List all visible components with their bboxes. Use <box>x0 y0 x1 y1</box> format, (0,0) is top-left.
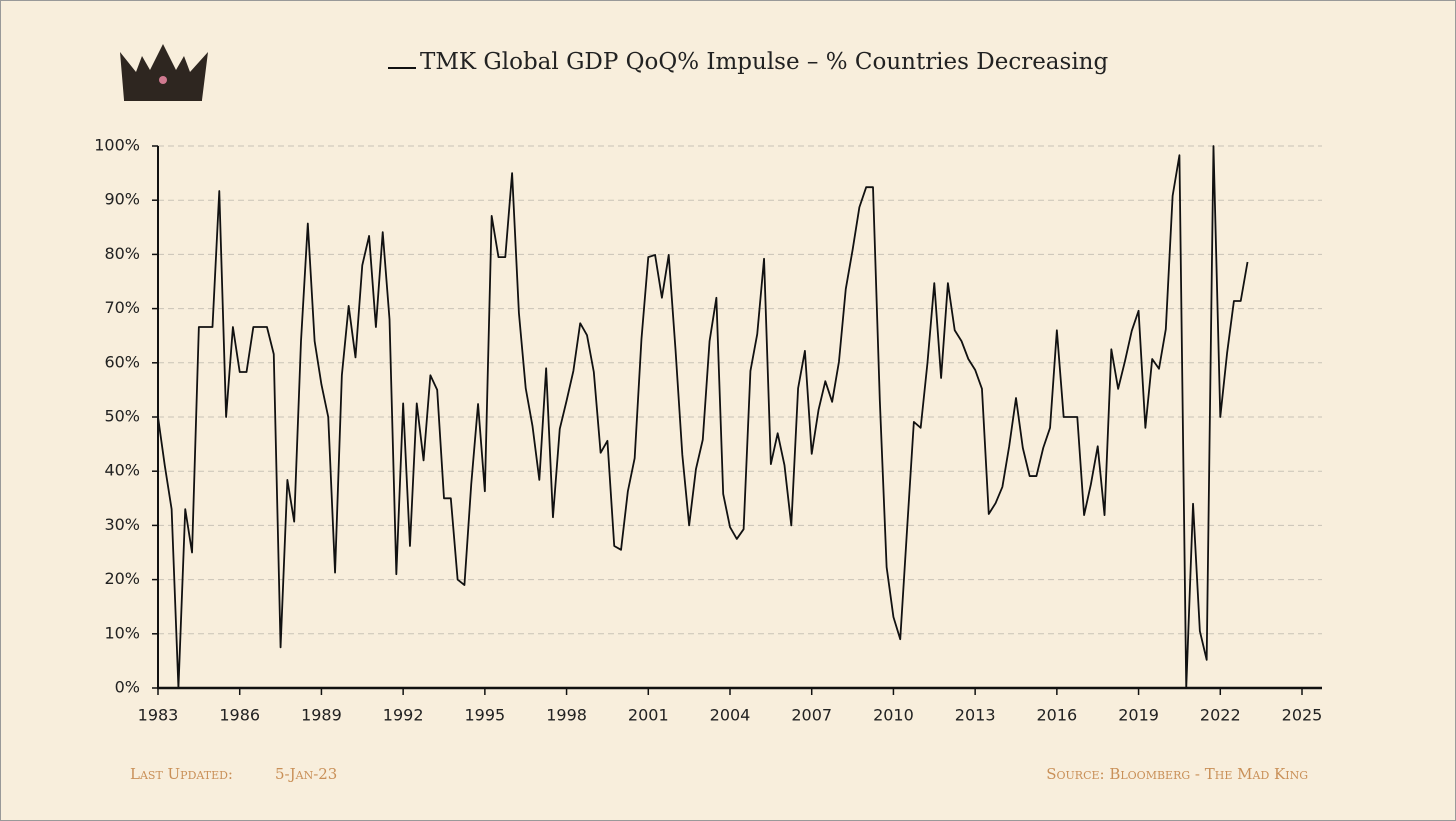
updated-date: 5-Jan-23 <box>275 765 337 783</box>
x-tick-label: 2007 <box>791 706 832 725</box>
y-tick-label: 60% <box>104 352 140 371</box>
x-tick-label: 2004 <box>710 706 751 725</box>
legend-label: TMK Global GDP QoQ% Impulse – % Countrie… <box>420 49 1108 75</box>
x-tick-label: 1995 <box>464 706 505 725</box>
x-tick-label: 2016 <box>1036 706 1077 725</box>
crown-logo <box>120 44 208 101</box>
series-line <box>157 145 1249 689</box>
y-tick-label: 90% <box>104 190 140 209</box>
x-tick-label: 2001 <box>628 706 669 725</box>
y-tick-label: 80% <box>104 244 140 263</box>
x-tick-label: 1989 <box>301 706 342 725</box>
x-tick-label: 2013 <box>955 706 996 725</box>
x-tick-label: 1983 <box>138 706 179 725</box>
source: Source: Bloomberg - The Mad King <box>1046 765 1308 783</box>
updated-label: Last Updated: <box>130 765 233 783</box>
x-tick-label: 1998 <box>546 706 587 725</box>
y-tick-label: 10% <box>104 623 140 642</box>
y-tick-label: 40% <box>104 461 140 480</box>
y-tick-label: 70% <box>104 298 140 317</box>
y-tick-label: 100% <box>94 136 140 155</box>
y-tick-label: 0% <box>115 678 140 697</box>
y-tick-label: 20% <box>104 569 140 588</box>
x-tick-label: 1992 <box>383 706 424 725</box>
y-tick-label: 30% <box>104 515 140 534</box>
x-tick-label: 2010 <box>873 706 914 725</box>
x-tick-label: 1986 <box>219 706 260 725</box>
x-tick-label: 2025 <box>1282 706 1323 725</box>
y-tick-label: 50% <box>104 407 140 426</box>
x-tick-label: 2019 <box>1118 706 1159 725</box>
x-tick-label: 2022 <box>1200 706 1241 725</box>
